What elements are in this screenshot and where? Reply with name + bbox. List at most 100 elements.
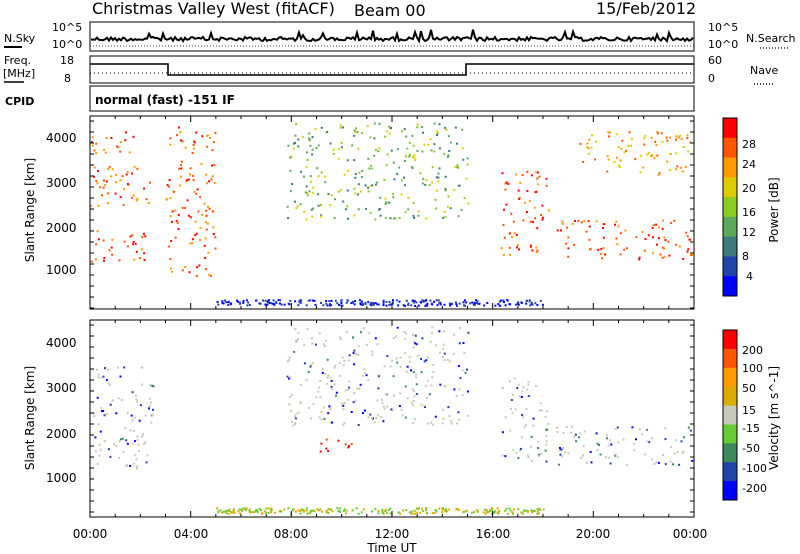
echo-cell bbox=[134, 454, 137, 457]
echo-cell bbox=[404, 338, 407, 341]
echo-cell bbox=[325, 511, 328, 514]
echo-cell bbox=[127, 183, 129, 185]
echo-cell bbox=[410, 402, 413, 405]
echo-cell bbox=[119, 196, 122, 199]
echo-cell bbox=[347, 446, 350, 449]
echo-cell bbox=[489, 510, 492, 512]
echo-cell bbox=[296, 205, 299, 208]
echo-cell bbox=[280, 303, 283, 306]
echo-cell bbox=[682, 450, 685, 453]
echo-cell bbox=[510, 399, 513, 401]
echo-cell bbox=[332, 148, 335, 151]
echo-cell bbox=[404, 352, 407, 355]
echo-cell bbox=[297, 411, 300, 414]
echo-cell bbox=[396, 361, 399, 364]
echo-cell bbox=[123, 366, 126, 369]
echo-cell bbox=[515, 233, 518, 236]
echo-cell bbox=[512, 448, 515, 451]
echo-cell bbox=[211, 149, 214, 152]
echo-cell bbox=[396, 326, 399, 329]
echo-cell bbox=[420, 371, 423, 374]
echo-cell bbox=[228, 508, 231, 511]
echo-cell bbox=[540, 214, 543, 216]
echo-cell bbox=[213, 141, 215, 144]
echo-cell bbox=[253, 511, 256, 514]
echo-cell bbox=[457, 509, 460, 512]
echo-cell bbox=[201, 135, 204, 138]
echo-cell bbox=[105, 136, 108, 139]
echo-cell bbox=[344, 443, 347, 446]
echo-cell bbox=[299, 402, 302, 405]
echo-cell bbox=[381, 398, 384, 401]
echo-cell bbox=[658, 237, 660, 240]
echo-cell bbox=[196, 188, 199, 191]
echo-cell bbox=[132, 194, 135, 197]
echo-cell bbox=[516, 387, 519, 389]
echo-cell bbox=[520, 301, 523, 304]
echo-cell bbox=[606, 155, 609, 158]
echo-cell bbox=[685, 231, 688, 234]
echo-cell bbox=[526, 170, 529, 173]
echo-cell bbox=[141, 366, 144, 369]
echo-cell bbox=[471, 511, 474, 514]
echo-cell bbox=[311, 215, 314, 218]
echo-cell bbox=[305, 304, 308, 307]
echo-cell bbox=[619, 232, 622, 235]
echo-cell bbox=[90, 260, 93, 263]
echo-cell bbox=[432, 364, 435, 366]
colorbar-band bbox=[723, 481, 737, 501]
echo-cell bbox=[608, 456, 611, 459]
echo-cell bbox=[508, 232, 511, 235]
echo-cell bbox=[96, 368, 98, 371]
echo-cell bbox=[121, 175, 124, 178]
echo-cell bbox=[371, 510, 373, 513]
echo-cell bbox=[369, 413, 372, 416]
echo-cell bbox=[318, 386, 320, 389]
echo-cell bbox=[293, 350, 295, 353]
power-cbar-tick-16: 16 bbox=[742, 206, 756, 219]
echo-cell bbox=[333, 217, 336, 220]
echo-cell bbox=[393, 217, 395, 220]
echo-cell bbox=[537, 440, 540, 443]
echo-cell bbox=[371, 353, 374, 356]
echo-cell bbox=[519, 181, 522, 184]
echo-cell bbox=[207, 251, 210, 254]
echo-cell bbox=[372, 303, 375, 306]
cpid-label: CPID bbox=[5, 95, 34, 108]
echo-cell bbox=[290, 393, 293, 396]
echo-cell bbox=[412, 371, 415, 374]
echo-cell bbox=[196, 266, 199, 269]
echo-cell bbox=[687, 248, 690, 251]
echo-cell bbox=[423, 360, 426, 363]
echo-cell bbox=[132, 243, 135, 246]
echo-cell bbox=[461, 394, 464, 397]
echo-cell bbox=[346, 189, 349, 192]
echo-cell bbox=[307, 299, 310, 302]
echo-cell bbox=[384, 217, 387, 219]
echo-cell bbox=[400, 193, 403, 196]
echo-cell bbox=[340, 402, 343, 405]
echo-cell bbox=[393, 394, 395, 397]
echo-cell bbox=[500, 299, 502, 302]
echo-cell bbox=[353, 214, 356, 217]
echo-cell bbox=[412, 400, 415, 402]
echo-cell bbox=[661, 140, 664, 143]
echo-cell bbox=[330, 508, 333, 511]
echo-cell bbox=[426, 422, 429, 425]
colorbar-band bbox=[723, 443, 737, 463]
echo-cell bbox=[533, 510, 536, 512]
echo-cell bbox=[673, 452, 676, 455]
echo-cell bbox=[145, 198, 148, 201]
echo-cell bbox=[566, 226, 569, 229]
echo-cell bbox=[442, 343, 445, 346]
echo-cell bbox=[433, 300, 435, 303]
echo-cell bbox=[352, 352, 355, 355]
echo-cell bbox=[456, 422, 458, 425]
echo-cell bbox=[466, 163, 469, 166]
echo-cell bbox=[415, 393, 418, 396]
echo-cell bbox=[374, 148, 377, 151]
echo-cell bbox=[669, 169, 672, 171]
echo-cell bbox=[389, 507, 392, 510]
echo-cell bbox=[286, 375, 289, 378]
echo-cell bbox=[436, 130, 439, 133]
